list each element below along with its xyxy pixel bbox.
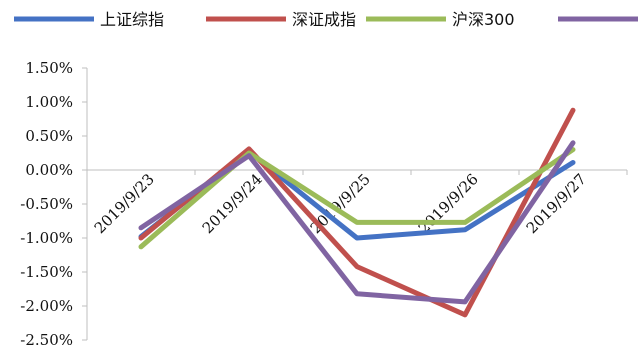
y-tick-label-3: 0.00% [25,161,73,179]
series-lines [138,107,576,318]
y-tick-label-2: 0.50% [25,127,73,145]
y-tick-label-0: 1.50% [25,59,73,77]
y-tick-label-8: -2.50% [20,331,73,349]
legend-label-1: 深证成指 [292,10,356,29]
series-line-1 [138,107,576,318]
series-line-3 [138,140,576,305]
y-axis: 1.50% 1.00% 0.50% 0.00% -0.50% -1.00% -1.50% -2… [20,59,88,349]
y-tick-label-6: -1.50% [20,263,73,281]
y-tick-label-5: -1.00% [20,229,73,247]
x-tick-label-0: 2019/9/23 [91,170,158,237]
legend-label-2: 沪深300 [452,10,515,29]
y-tick-label-7: -2.00% [20,297,73,315]
y-tick-label-4: -0.50% [20,195,73,213]
series-line-2 [138,147,576,250]
legend-label-0: 上证综指 [100,10,164,29]
legend: 上证综指深证成指沪深300汽车 [14,10,638,29]
y-tick-label-1: 1.00% [25,93,73,111]
